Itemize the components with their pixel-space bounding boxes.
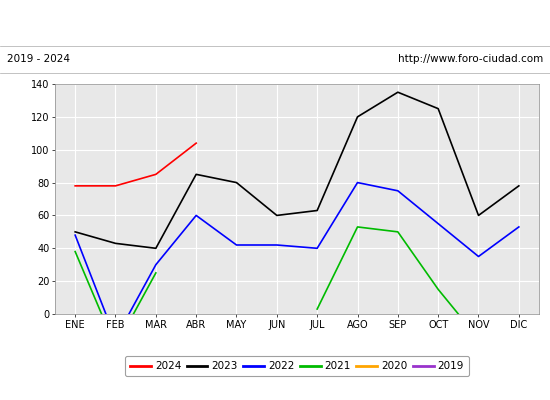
Text: 2019 - 2024: 2019 - 2024 [7,54,70,64]
Text: http://www.foro-ciudad.com: http://www.foro-ciudad.com [398,54,543,64]
Legend: 2024, 2023, 2022, 2021, 2020, 2019: 2024, 2023, 2022, 2021, 2020, 2019 [125,356,469,376]
Text: Evolucion Nº Turistas Extranjeros en el municipio de Bayarque: Evolucion Nº Turistas Extranjeros en el … [80,16,470,28]
